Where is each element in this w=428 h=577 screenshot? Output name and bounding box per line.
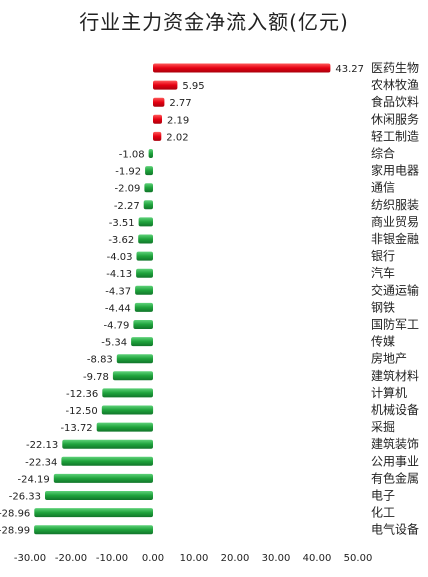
category-label: 交通运输 <box>371 282 419 297</box>
bar <box>131 337 153 347</box>
bar <box>116 354 153 364</box>
value-label: -4.03 <box>107 252 133 263</box>
value-label: 2.77 <box>169 98 191 109</box>
bar <box>153 97 165 107</box>
value-label: -4.37 <box>105 286 131 297</box>
x-tick-label: 10.00 <box>180 553 209 564</box>
value-label: -4.44 <box>105 303 131 314</box>
x-tick-label: 30.00 <box>262 553 291 564</box>
value-label: -12.50 <box>66 406 98 417</box>
value-label: 2.19 <box>167 115 189 126</box>
category-label: 计算机 <box>371 385 407 400</box>
x-tick-label: 50.00 <box>344 553 373 564</box>
category-label: 建筑装饰 <box>371 436 419 451</box>
x-tick-label: -30.00 <box>14 553 46 564</box>
category-label: 公用事业 <box>371 454 419 468</box>
category-label: 综合 <box>371 146 395 161</box>
value-label: -3.62 <box>108 235 134 246</box>
bar <box>138 234 153 244</box>
category-label: 国防军工 <box>371 317 419 332</box>
bar <box>143 200 153 210</box>
value-label: -13.72 <box>60 423 92 434</box>
x-tick-label: -20.00 <box>55 553 87 564</box>
category-label: 医药生物 <box>371 61 419 75</box>
bar <box>138 217 153 227</box>
value-label: -4.13 <box>106 269 132 280</box>
category-label: 食品饮料 <box>371 94 419 109</box>
value-label: -28.99 <box>0 526 30 537</box>
category-label: 有色金属 <box>371 470 419 485</box>
value-label: 43.27 <box>335 64 364 75</box>
bar <box>134 302 153 312</box>
category-label: 纺织服装 <box>371 198 419 212</box>
value-label: -4.79 <box>104 321 130 332</box>
x-tick-label: 20.00 <box>221 553 250 564</box>
bar <box>145 166 153 176</box>
x-tick-label: 0.00 <box>142 553 164 564</box>
category-label: 商业贸易 <box>371 214 419 229</box>
category-label: 采掘 <box>371 419 395 434</box>
value-label: -5.34 <box>101 338 127 349</box>
bar <box>101 405 154 415</box>
value-label: 2.02 <box>166 132 188 143</box>
value-label: -24.19 <box>18 474 50 485</box>
value-label: -2.27 <box>114 201 140 212</box>
value-label: 5.95 <box>182 81 204 92</box>
category-label: 通信 <box>371 181 395 195</box>
value-label: -22.34 <box>25 457 57 468</box>
value-label: -26.33 <box>9 492 41 503</box>
bar <box>153 63 331 73</box>
bar <box>96 422 153 432</box>
category-label: 非银金融 <box>371 231 419 246</box>
value-label: -22.13 <box>26 440 58 451</box>
bar <box>144 183 153 193</box>
bar <box>102 388 153 398</box>
bar <box>153 114 162 124</box>
bar <box>135 285 153 295</box>
value-label: -3.51 <box>109 218 135 229</box>
category-label: 传媒 <box>371 334 395 349</box>
bar <box>61 456 153 466</box>
category-label: 化工 <box>371 506 395 520</box>
bar <box>34 508 153 518</box>
value-label: -9.78 <box>83 372 109 383</box>
category-label: 房地产 <box>371 351 407 366</box>
category-label: 机械设备 <box>371 402 419 417</box>
category-label: 休闲服务 <box>371 111 419 126</box>
category-label: 电子 <box>371 489 395 503</box>
bar <box>148 149 153 158</box>
bar <box>136 268 153 278</box>
value-label: -1.92 <box>115 167 141 178</box>
category-label: 银行 <box>371 249 395 263</box>
bar <box>45 491 153 500</box>
x-tick-label: -10.00 <box>96 553 128 564</box>
value-label: -2.09 <box>115 184 141 195</box>
bar <box>153 80 178 90</box>
value-label: -28.96 <box>0 509 30 520</box>
value-label: -8.83 <box>87 355 113 366</box>
category-label: 建筑材料 <box>371 368 419 383</box>
chart-title: 行业主力资金净流入额(亿元) <box>79 10 349 34</box>
bar <box>62 439 153 449</box>
bar <box>34 525 153 535</box>
bar <box>53 473 153 483</box>
category-label: 家用电器 <box>371 163 419 178</box>
category-label: 轻工制造 <box>371 129 419 143</box>
bar <box>133 320 153 329</box>
category-label: 汽车 <box>371 265 395 280</box>
category-label: 农林牧渔 <box>371 78 419 92</box>
value-label: -12.36 <box>66 389 98 400</box>
bar <box>136 251 153 261</box>
category-label: 钢铁 <box>371 300 395 314</box>
value-label: -1.08 <box>119 150 145 161</box>
bar <box>112 371 153 381</box>
category-label: 电气设备 <box>371 522 419 537</box>
x-tick-label: 40.00 <box>303 553 332 564</box>
bar <box>153 131 162 141</box>
